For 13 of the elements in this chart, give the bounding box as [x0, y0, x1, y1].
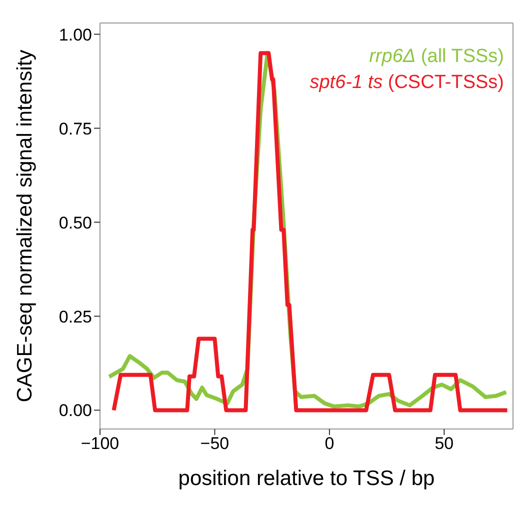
y-axis-title: CAGE-seq normalized signal intensity — [13, 49, 36, 402]
y-tick-label: 1.00 — [58, 25, 92, 44]
y-tick-label: 0.75 — [58, 119, 92, 138]
x-tick-label: −50 — [200, 434, 230, 454]
x-tick-label: 50 — [434, 434, 454, 454]
text: rrp6Δ (all TSSs) — [368, 45, 504, 69]
series-label: spt6-1 ts (CSCT-TSSs) — [310, 71, 504, 95]
y-tick-label: 0.00 — [58, 401, 92, 420]
x-tick-label: −100 — [80, 434, 120, 454]
y-tick-label: 0.50 — [58, 213, 92, 232]
x-tick-label: 0 — [324, 434, 334, 454]
y-tick-label: 0.25 — [58, 307, 92, 326]
x-axis-title: position relative to TSS / bp — [178, 467, 435, 490]
